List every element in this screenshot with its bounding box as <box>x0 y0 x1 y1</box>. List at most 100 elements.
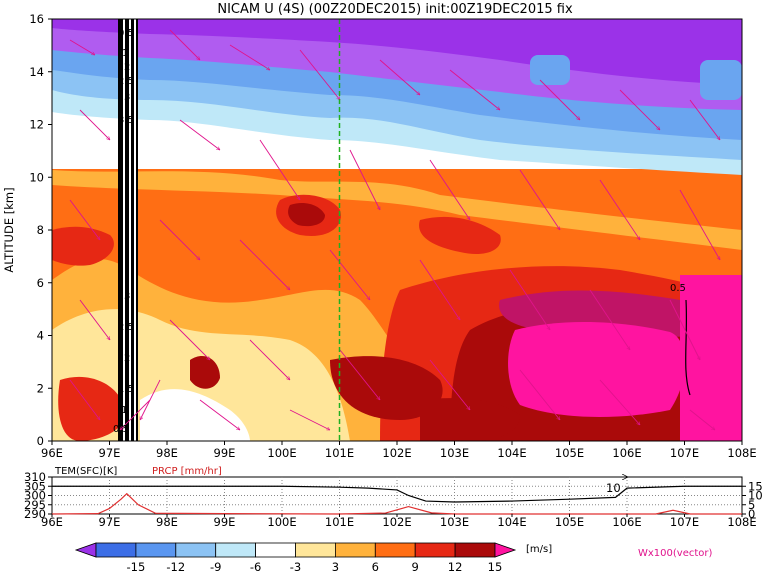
colorbar: -15 -12 -9 -6 -3 3 6 9 12 15 <box>74 542 517 574</box>
colorbar-swatch <box>414 542 456 558</box>
colorbar-swatch <box>74 542 97 558</box>
x-tick-label: 97E <box>99 446 121 460</box>
left-tick-label: 305 <box>24 479 46 493</box>
chart-title: NICAM U (4S) (00Z20DEC2015) init:00Z19DE… <box>217 2 573 17</box>
x-tick-label: 97E <box>99 515 121 529</box>
contour-label: 3 <box>124 291 130 302</box>
heatmap-field <box>52 19 742 441</box>
right-tick-label: 5 <box>748 498 755 512</box>
main-x-axis: 96E 97E 98E 99E 100E 101E 102E 103E 104E 105E 106E… <box>41 441 757 460</box>
contour-label: 2 <box>124 353 130 364</box>
contour-label: 0.5 <box>113 424 129 435</box>
surface-annotation: 10 <box>606 481 621 495</box>
x-tick-label: 96E <box>41 515 63 529</box>
colorbar-swatch <box>295 542 336 558</box>
y-tick-label: 12 <box>29 118 44 132</box>
contour-label: 3.5 <box>118 115 134 126</box>
left-tick-label: 310 <box>24 470 46 484</box>
x-tick-label: 105E <box>555 446 584 460</box>
x-tick-label: 99E <box>214 446 236 460</box>
y-tick-label: 4 <box>37 329 44 343</box>
x-tick-label: 108E <box>727 446 756 460</box>
y-tick-label: 2 <box>37 381 44 395</box>
wind-vectors <box>69 29 721 430</box>
colorbar-tick-label: -9 <box>210 560 221 574</box>
colorbar-swatch <box>175 542 217 558</box>
x-tick-label: 101E <box>325 446 354 460</box>
contour-label: 1 <box>121 405 127 416</box>
x-tick-label: 104E <box>497 446 526 460</box>
colorbar-tick-label: -12 <box>166 560 185 574</box>
x-tick-label: 106E <box>612 446 641 460</box>
colorbar-swatch <box>374 542 416 558</box>
colorbar-tick-label: 15 <box>488 560 503 574</box>
right-tick-label: 10 <box>748 489 763 503</box>
x-tick-label: 99E <box>214 515 236 529</box>
y-tick-label: 6 <box>37 276 44 290</box>
colorbar-tick-label: 12 <box>448 560 463 574</box>
surface-x-axis: 96E 97E 98E 99E 100E 101E 102E 103E 104E 105E 106E… <box>41 514 757 529</box>
colorbar-swatch <box>454 542 496 558</box>
x-tick-label: 101E <box>325 515 354 529</box>
y-tick-label: 8 <box>37 223 44 237</box>
series-line-tem <box>52 485 742 503</box>
x-tick-label: 106E <box>612 515 641 529</box>
main-panel: 0.5 1 2 2.5 3 3.5 3 2.5 2 1.5 1 0.5 0.5 … <box>2 12 757 460</box>
x-tick-label: 104E <box>497 515 526 529</box>
x-tick-label: 103E <box>440 446 469 460</box>
left-tick-label: 295 <box>24 498 46 512</box>
left-tick-label: 290 <box>24 507 46 521</box>
colorbar-tick-label: 6 <box>372 560 379 574</box>
series-line-prcp <box>51 492 742 515</box>
contour-label: 2 <box>124 62 130 73</box>
colorbar-tick-label: 9 <box>412 560 419 574</box>
x-tick-label: 98E <box>156 446 178 460</box>
legend-tem: TEM(SFC)[K] <box>54 466 117 477</box>
contour-labels: 0.5 1 2 2.5 3 3.5 3 2.5 2 1.5 1 0.5 0.5 <box>113 28 686 435</box>
colorbar-tick-label: -15 <box>127 560 146 574</box>
contour-label: 1.5 <box>118 384 134 395</box>
x-tick-label: 103E <box>440 515 469 529</box>
y-tick-label: 14 <box>29 65 44 79</box>
left-tick-label: 300 <box>24 489 46 503</box>
x-tick-label: 100E <box>267 515 296 529</box>
x-tick-label: 96E <box>41 446 63 460</box>
colorbar-swatch <box>494 542 517 558</box>
colorbar-swatch <box>135 542 177 558</box>
x-tick-label: 102E <box>382 515 411 529</box>
contour-label: 2.5 <box>118 322 134 333</box>
colorbar-tick-label: -3 <box>290 560 301 574</box>
right-tick-label: 0 <box>748 507 755 521</box>
y-tick-label: 0 <box>37 434 44 448</box>
right-tick-label: 15 <box>748 479 763 493</box>
colorbar-swatch <box>255 542 296 558</box>
x-tick-label: 102E <box>382 446 411 460</box>
x-tick-label: 107E <box>670 446 699 460</box>
contour-label: 3 <box>124 92 130 103</box>
y-axis-title: ALTITUDE [km] <box>2 187 16 272</box>
main-y-axis: 0 2 4 6 8 10 12 14 16 <box>29 12 52 448</box>
contour-label: 0.5 <box>118 28 134 39</box>
colorbar-tick-label: -6 <box>250 560 261 574</box>
contour-label: 2.5 <box>118 76 134 87</box>
contour-label: 0.5 <box>670 283 686 294</box>
colorbar-swatch <box>215 542 256 558</box>
vector-scale-label: Wx100(vector) <box>638 548 713 559</box>
contour-label: 1 <box>122 48 128 59</box>
surface-panel: 10 TEM(SFC)[K] PRCP [mm/hr] 310305300295… <box>24 466 763 529</box>
colorbar-unit: [m/s] <box>526 544 552 555</box>
colorbar-tick-label: 3 <box>332 560 339 574</box>
colorbar-swatch <box>95 542 137 558</box>
x-tick-label: 105E <box>555 515 584 529</box>
colorbar-swatch <box>334 542 376 558</box>
x-tick-label: 107E <box>670 515 699 529</box>
y-tick-label: 16 <box>29 12 44 26</box>
x-tick-label: 100E <box>267 446 296 460</box>
x-tick-label: 108E <box>727 515 756 529</box>
x-tick-label: 98E <box>156 515 178 529</box>
legend-prcp: PRCP [mm/hr] <box>152 466 222 477</box>
y-tick-label: 10 <box>29 170 44 184</box>
